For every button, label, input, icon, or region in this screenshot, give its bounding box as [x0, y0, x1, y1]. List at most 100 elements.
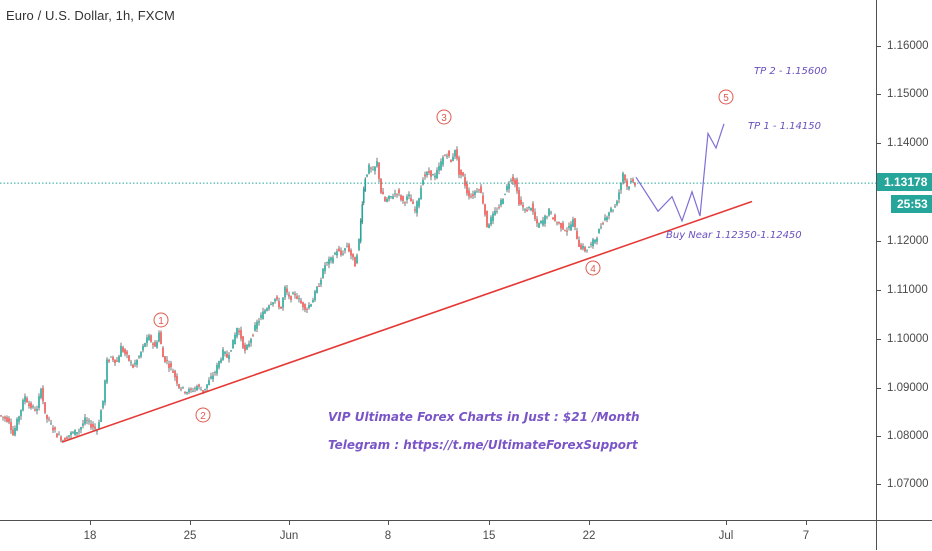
- candle-body: [190, 388, 192, 391]
- candle-body: [290, 295, 292, 300]
- candle-body: [482, 195, 484, 204]
- candle-body: [530, 208, 532, 211]
- candle-body: [534, 211, 536, 219]
- candle-body: [184, 391, 186, 394]
- candle-body: [52, 427, 54, 431]
- candle-body: [398, 189, 400, 194]
- candle-body: [512, 176, 514, 182]
- candle-body: [448, 150, 450, 157]
- candle-body: [576, 230, 578, 240]
- candle-body: [430, 170, 432, 177]
- candle-body: [42, 387, 44, 402]
- candle-body: [102, 400, 104, 408]
- candle-body: [336, 251, 338, 256]
- price-tick-label: 1.14000: [887, 137, 929, 149]
- price-tick-mark: [877, 241, 881, 242]
- candle-body: [492, 213, 494, 222]
- candle-body: [522, 205, 524, 208]
- candle-body: [408, 194, 410, 197]
- candle-body: [612, 209, 614, 211]
- candle-body: [370, 167, 372, 169]
- candle-body: [54, 427, 56, 430]
- candle-body: [486, 210, 488, 228]
- candle-body: [368, 164, 370, 174]
- candle-body: [548, 208, 550, 216]
- price-axis[interactable]: 1.16000 1.15000 1.14000 1.12000 1.11000 1.100…: [876, 0, 932, 520]
- candle-body: [258, 320, 260, 323]
- candle-body: [294, 293, 296, 296]
- candle-body: [178, 384, 180, 388]
- candle-body: [606, 217, 608, 221]
- candle-body: [252, 334, 254, 336]
- candle-body: [490, 217, 492, 225]
- candle-body: [56, 433, 58, 438]
- candle-body: [28, 403, 30, 407]
- candle-body: [342, 253, 344, 255]
- candle-body: [458, 157, 460, 175]
- time-tick-label: Jul: [718, 530, 734, 542]
- candle-body: [344, 248, 346, 251]
- candle-body: [474, 191, 476, 195]
- candle-body: [274, 298, 276, 302]
- candle-body: [296, 296, 298, 299]
- time-tick-mark: [489, 521, 490, 525]
- candle-body: [588, 247, 590, 249]
- candle-body: [300, 300, 302, 304]
- candle-body: [266, 308, 268, 311]
- time-tick-label: Jun: [279, 530, 299, 542]
- candle-body: [524, 209, 526, 211]
- candle-body: [238, 330, 240, 333]
- candle-body: [600, 226, 602, 228]
- candle-body: [424, 174, 426, 177]
- candle-body: [614, 206, 616, 208]
- candle-body: [386, 198, 388, 202]
- candle-body: [146, 337, 148, 344]
- candle-body: [596, 238, 598, 242]
- wave-label-2: 2: [200, 411, 206, 422]
- candle-body: [2, 416, 4, 418]
- candle-body: [420, 187, 422, 200]
- time-tick-label: 15: [482, 530, 496, 542]
- candle-body: [206, 384, 208, 389]
- candle-body: [520, 199, 522, 205]
- candle-body: [608, 212, 610, 216]
- candle-body: [620, 182, 622, 191]
- candle-body: [4, 416, 6, 419]
- candle-body: [88, 420, 90, 422]
- candle-body: [270, 304, 272, 306]
- candle-body: [502, 198, 504, 204]
- candle-body: [594, 239, 596, 243]
- candle-body: [14, 428, 16, 436]
- time-tick-label: 18: [83, 530, 97, 542]
- candle-body: [136, 359, 138, 365]
- candle-body: [148, 335, 150, 341]
- candle-body: [364, 178, 367, 191]
- candle-body: [314, 291, 316, 301]
- wave-label-circle: [195, 407, 211, 423]
- candle-body: [98, 422, 100, 430]
- candle-body: [310, 304, 312, 307]
- candle-body: [388, 195, 390, 200]
- candle-body: [322, 268, 324, 279]
- candle-body: [40, 388, 42, 399]
- candle-body: [422, 179, 424, 185]
- candle-body: [550, 212, 552, 214]
- candle-body: [104, 380, 106, 403]
- candle-body: [222, 349, 224, 360]
- wave-label-circle: [436, 109, 452, 125]
- candle-body: [138, 356, 140, 358]
- time-axis[interactable]: 18 25 Jun 8 15 22 Jul 7: [0, 520, 932, 551]
- candle-body: [80, 427, 82, 430]
- candle-body: [396, 193, 398, 195]
- candle-body: [210, 376, 212, 379]
- candle-body: [372, 169, 374, 171]
- candle-body: [400, 195, 402, 200]
- price-tick-mark: [877, 46, 881, 47]
- candle-body: [72, 432, 74, 433]
- price-tick-label: 1.12000: [887, 235, 929, 247]
- candle-body: [378, 162, 380, 179]
- candle-body: [34, 409, 36, 411]
- price-tick-label: 1.08000: [887, 430, 929, 442]
